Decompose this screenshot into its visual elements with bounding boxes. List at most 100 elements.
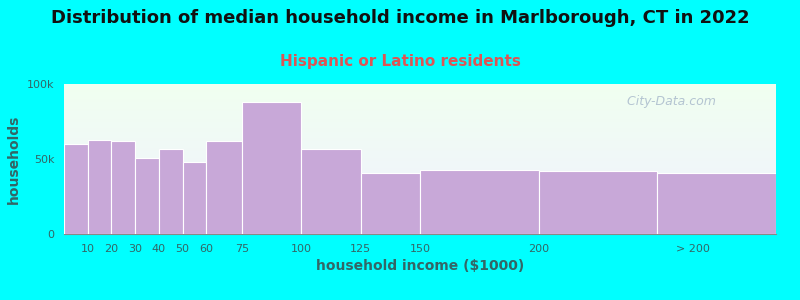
Bar [64,134,776,135]
Bar [182,162,206,234]
Bar [64,116,776,117]
Bar [64,195,776,196]
Bar [64,144,776,145]
Bar [64,141,776,142]
Bar [64,153,776,154]
Bar [361,172,420,234]
Bar [64,100,776,101]
Text: City-Data.com: City-Data.com [619,95,716,109]
Bar [64,90,776,91]
Bar [64,168,776,169]
Bar [64,107,776,108]
Bar [64,183,776,184]
Bar [64,225,776,226]
Bar [64,218,776,219]
Bar [64,223,776,224]
Bar [64,130,776,131]
Bar [64,148,776,149]
Bar [64,156,776,157]
Bar [64,113,776,114]
Bar [64,146,776,147]
Bar [64,117,776,118]
Bar [64,120,776,121]
Bar [64,178,776,179]
Bar [64,190,776,191]
Bar [64,162,776,163]
Bar [420,169,538,234]
Bar [64,216,776,217]
Bar [64,112,776,113]
Bar [64,118,776,119]
Bar [64,176,776,177]
Bar [64,108,776,109]
Bar [64,212,776,213]
Bar [135,158,159,234]
Bar [64,158,776,159]
Bar [64,171,776,172]
Bar [64,125,776,126]
Bar [64,150,776,151]
Bar [64,119,776,120]
Bar [64,140,776,141]
Bar [64,160,776,161]
Bar [64,201,776,202]
Bar [64,173,776,174]
Bar [64,124,776,125]
Bar [64,233,776,234]
Bar [64,144,88,234]
Bar [64,194,776,195]
Bar [64,221,776,222]
Bar [64,88,776,89]
Bar [64,123,776,124]
Bar [64,213,776,214]
Bar [64,179,776,180]
Bar [64,206,776,207]
Bar [64,226,776,227]
Bar [64,224,776,225]
Bar [242,102,302,234]
Bar [64,145,776,146]
Bar [64,105,776,106]
Bar [64,89,776,90]
Bar [64,135,776,136]
Bar [64,191,776,192]
Bar [658,172,776,234]
Bar [64,121,776,122]
Bar [64,187,776,188]
Bar [64,85,776,86]
Bar [64,95,776,96]
Bar [64,104,776,105]
Bar [64,133,776,134]
Bar [64,159,776,160]
Bar [88,140,111,234]
Bar [64,202,776,203]
Bar [302,148,361,234]
Bar [64,151,776,152]
Y-axis label: households: households [7,114,22,204]
Bar [64,86,776,87]
Bar [64,165,776,166]
Bar [64,137,776,138]
Bar [64,208,776,209]
Bar [64,163,776,164]
Bar [64,192,776,193]
Bar [64,228,776,229]
Bar [64,111,776,112]
Bar [64,164,776,165]
Bar [64,94,776,95]
Bar [64,217,776,218]
Bar [64,231,776,232]
Bar [64,152,776,153]
Bar [64,106,776,107]
Bar [206,141,242,234]
Bar [64,99,776,100]
Bar [64,98,776,99]
Bar [64,129,776,130]
Bar [64,198,776,199]
Bar [64,227,776,228]
X-axis label: household income ($1000): household income ($1000) [316,259,524,273]
Bar [64,128,776,129]
Bar [64,188,776,189]
Bar [64,220,776,221]
Bar [64,157,776,158]
